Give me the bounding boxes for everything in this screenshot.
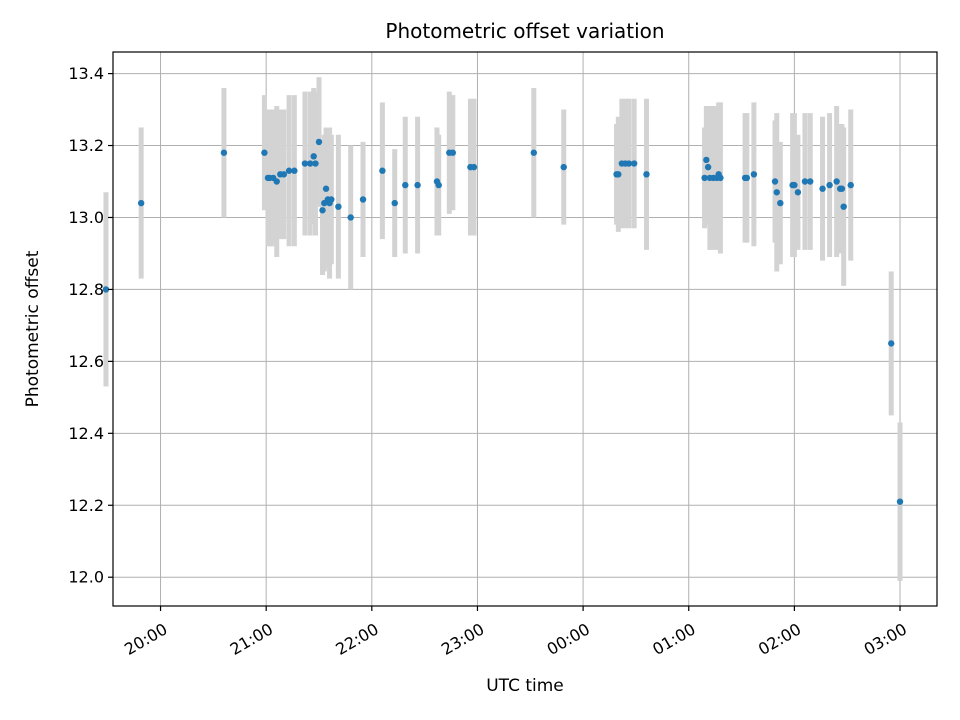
y-tick-label: 12.8 [68, 280, 104, 299]
data-point [319, 207, 326, 214]
data-point [625, 160, 633, 167]
data-point [335, 203, 342, 210]
data-point [896, 498, 904, 505]
data-point [301, 160, 309, 167]
data-point [379, 167, 386, 174]
y-tick-label: 13.2 [68, 136, 104, 155]
y-axis-label: Photometric offset [23, 250, 43, 407]
data-point [470, 163, 478, 171]
y-tick-label: 13.4 [68, 64, 104, 83]
data-point [261, 149, 268, 156]
data-point [826, 181, 833, 189]
data-point [801, 178, 809, 185]
data-point [615, 171, 622, 178]
plot-frame [112, 51, 938, 607]
data-point [771, 178, 779, 185]
y-tick-label: 12.0 [68, 568, 104, 587]
data-point [310, 153, 317, 160]
data-point [777, 199, 784, 207]
data-point [794, 189, 802, 196]
data-point [306, 160, 314, 167]
data-point [704, 163, 712, 171]
data-point [888, 340, 895, 347]
data-point [359, 196, 367, 203]
data-point [312, 160, 319, 167]
data-point [773, 189, 780, 196]
data-point [328, 196, 335, 203]
chart-title: Photometric offset variation [385, 19, 664, 43]
data-point [630, 160, 638, 167]
y-tick-label: 12.4 [68, 424, 104, 443]
data-point [414, 181, 421, 189]
data-point [840, 203, 847, 210]
data-point [285, 167, 293, 174]
data-point [137, 199, 145, 207]
data-point [402, 181, 409, 189]
data-point [435, 181, 442, 189]
data-point [273, 178, 280, 185]
data-point [322, 185, 330, 192]
data-point [280, 171, 287, 178]
data-point [833, 178, 840, 185]
y-tick-label: 12.2 [68, 496, 104, 515]
data-point [560, 163, 567, 171]
y-tick-label: 13.0 [68, 208, 104, 227]
y-tick-label: 12.6 [68, 352, 104, 371]
data-point [703, 156, 710, 164]
data-point [643, 171, 650, 178]
data-point [391, 199, 398, 207]
data-point [701, 174, 708, 182]
data-point [847, 181, 854, 189]
data-point [717, 174, 724, 182]
data-point [743, 174, 751, 182]
x-axis-label: UTC time [486, 676, 564, 696]
data-point [791, 181, 798, 189]
data-point [750, 171, 758, 178]
data-point [807, 178, 814, 185]
data-point [220, 149, 228, 156]
data-point [347, 214, 354, 221]
data-point [315, 138, 323, 146]
data-point [102, 286, 110, 293]
data-point [291, 167, 298, 174]
data-point [838, 185, 846, 192]
data-point [819, 185, 826, 192]
data-point [449, 149, 457, 156]
data-points [102, 138, 904, 505]
data-point [530, 149, 538, 156]
